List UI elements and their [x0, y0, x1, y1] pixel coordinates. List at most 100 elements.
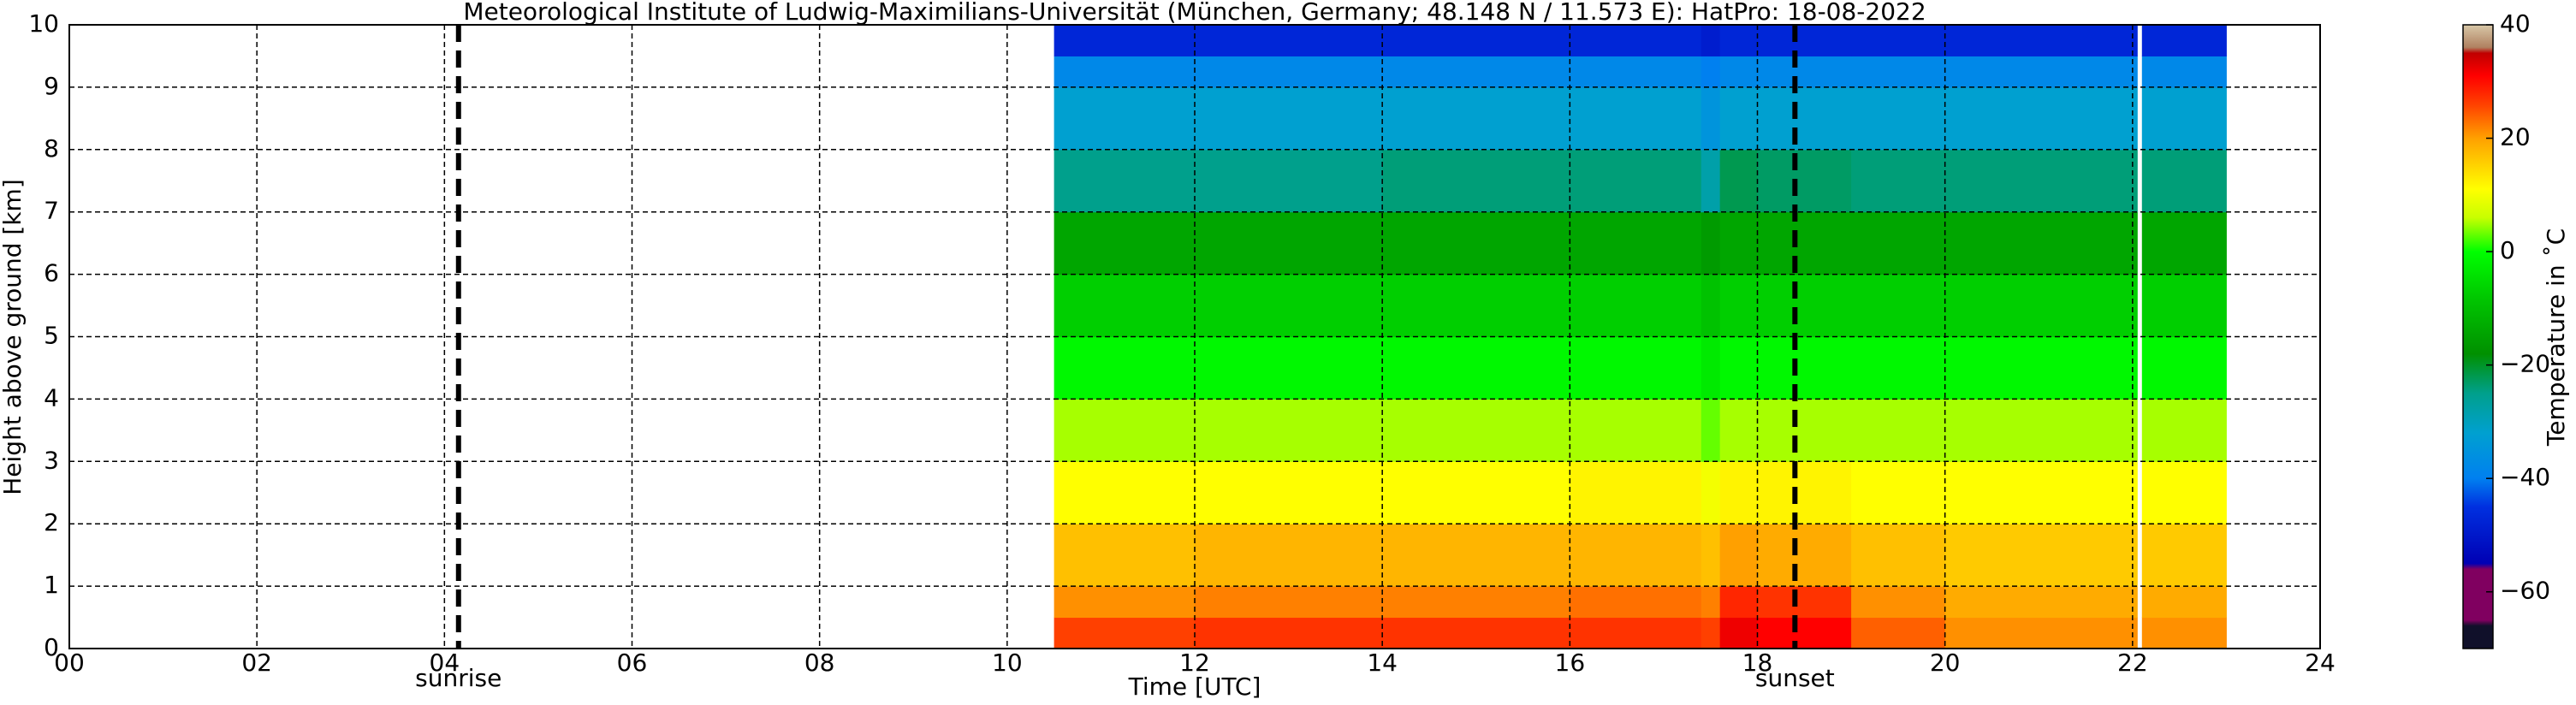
heat-cell	[1757, 274, 1852, 337]
x-tick-label: 12	[1179, 649, 1210, 677]
x-tick-label: 04	[430, 649, 460, 677]
heat-cell	[1054, 149, 1196, 213]
x-axis-label: Time [UTC]	[1128, 672, 1261, 701]
heat-cell	[1195, 399, 1383, 462]
heat-cell	[1851, 617, 1946, 649]
heat-cell	[1701, 461, 1721, 524]
heat-cell	[1054, 586, 1196, 619]
heat-cell	[1570, 617, 1702, 649]
heat-cell	[1701, 56, 1721, 88]
heat-cell	[1757, 86, 1852, 151]
heat-cell	[1701, 86, 1721, 151]
heat-cell	[1382, 86, 1570, 151]
heat-cell	[1054, 25, 1196, 56]
heat-cell	[1719, 211, 1758, 275]
heat-cell	[1195, 149, 1383, 213]
heat-cell	[1701, 399, 1721, 462]
heat-cell	[1570, 56, 1702, 88]
colorbar	[2462, 24, 2494, 649]
heat-cell	[1382, 211, 1570, 275]
heat-cell	[1719, 617, 1758, 649]
heat-cell	[1195, 461, 1383, 524]
heat-cell	[1570, 211, 1702, 275]
y-tick-label: 6	[44, 259, 59, 287]
heat-cell	[1757, 524, 1852, 587]
heat-cell	[1195, 86, 1383, 151]
heat-cell	[1944, 149, 2138, 213]
chart-title: Meteorological Institute of Ludwig-Maxim…	[463, 0, 1926, 26]
heat-cell	[1195, 336, 1383, 400]
heat-cell	[1851, 524, 1946, 587]
heat-cell	[1382, 25, 1570, 56]
heat-cell	[1701, 274, 1721, 337]
heat-cell	[1054, 461, 1196, 524]
heat-cell	[1570, 399, 1702, 462]
heat-cell	[1701, 336, 1721, 400]
heat-cell	[1719, 25, 1758, 56]
heat-cell	[1944, 336, 2138, 400]
x-tick-label: 18	[1742, 649, 1773, 677]
heat-cell	[1851, 86, 1946, 151]
heat-cell	[1757, 56, 1852, 88]
heat-cell	[2141, 56, 2227, 88]
heat-cell	[1851, 149, 1946, 213]
heat-cell	[1701, 524, 1721, 587]
heat-cell	[1944, 86, 2138, 151]
colorbar-tick-label: −40	[2500, 463, 2550, 491]
y-tick-label: 5	[44, 322, 59, 350]
heat-cell	[1054, 524, 1196, 587]
colorbar-tick-label: −20	[2500, 350, 2550, 378]
heat-cell	[1757, 586, 1852, 619]
heat-cell	[1195, 617, 1383, 649]
heat-cell	[1701, 617, 1721, 649]
heat-cell	[1757, 461, 1852, 524]
heat-cell	[1851, 336, 1946, 400]
y-tick-label: 8	[44, 134, 59, 163]
y-tick-label: 7	[44, 197, 59, 225]
x-tick-label: 20	[1930, 649, 1961, 677]
heat-cell	[1851, 586, 1946, 619]
heat-cell	[1757, 617, 1852, 649]
heat-cell	[2141, 336, 2227, 400]
heat-cell	[1944, 461, 2138, 524]
heat-cell	[1382, 617, 1570, 649]
x-tick-label: 24	[2305, 649, 2336, 677]
y-tick-label: 2	[44, 508, 59, 536]
heat-cell	[1851, 399, 1946, 462]
heat-cell	[2141, 86, 2227, 151]
heat-cell	[1570, 149, 1702, 213]
heat-cell	[1757, 211, 1852, 275]
x-tick-label: 00	[54, 649, 85, 677]
x-tick-label: 14	[1367, 649, 1398, 677]
heat-cell	[1382, 149, 1570, 213]
colorbar-tick-label: −60	[2500, 577, 2550, 605]
heat-cell	[1382, 336, 1570, 400]
heat-cell	[2141, 586, 2227, 619]
x-tick-label: 06	[617, 649, 648, 677]
heat-cell	[1719, 274, 1758, 337]
plot-frame	[68, 24, 2321, 649]
heat-cell	[1701, 149, 1721, 213]
heat-cell	[1054, 274, 1196, 337]
y-tick-label: 4	[44, 383, 59, 412]
heat-cell	[1570, 461, 1702, 524]
heat-cell	[1054, 399, 1196, 462]
heat-cell	[1054, 336, 1196, 400]
heat-cell	[1851, 25, 1946, 56]
heat-cell	[1701, 25, 1721, 56]
heat-cell	[1570, 25, 1702, 56]
heat-cell	[1382, 399, 1570, 462]
heat-cell	[1757, 25, 1852, 56]
heat-cell	[1944, 25, 2138, 56]
heat-cell	[1382, 461, 1570, 524]
heat-cell	[1719, 86, 1758, 151]
heat-cell	[1719, 399, 1758, 462]
heat-cell	[1944, 586, 2138, 619]
heat-cell	[1719, 149, 1758, 213]
heat-cell	[1054, 86, 1196, 151]
heat-cell	[1195, 524, 1383, 587]
heat-cell	[1570, 524, 1702, 587]
heat-cell	[1944, 211, 2138, 275]
heat-cell	[1570, 274, 1702, 337]
